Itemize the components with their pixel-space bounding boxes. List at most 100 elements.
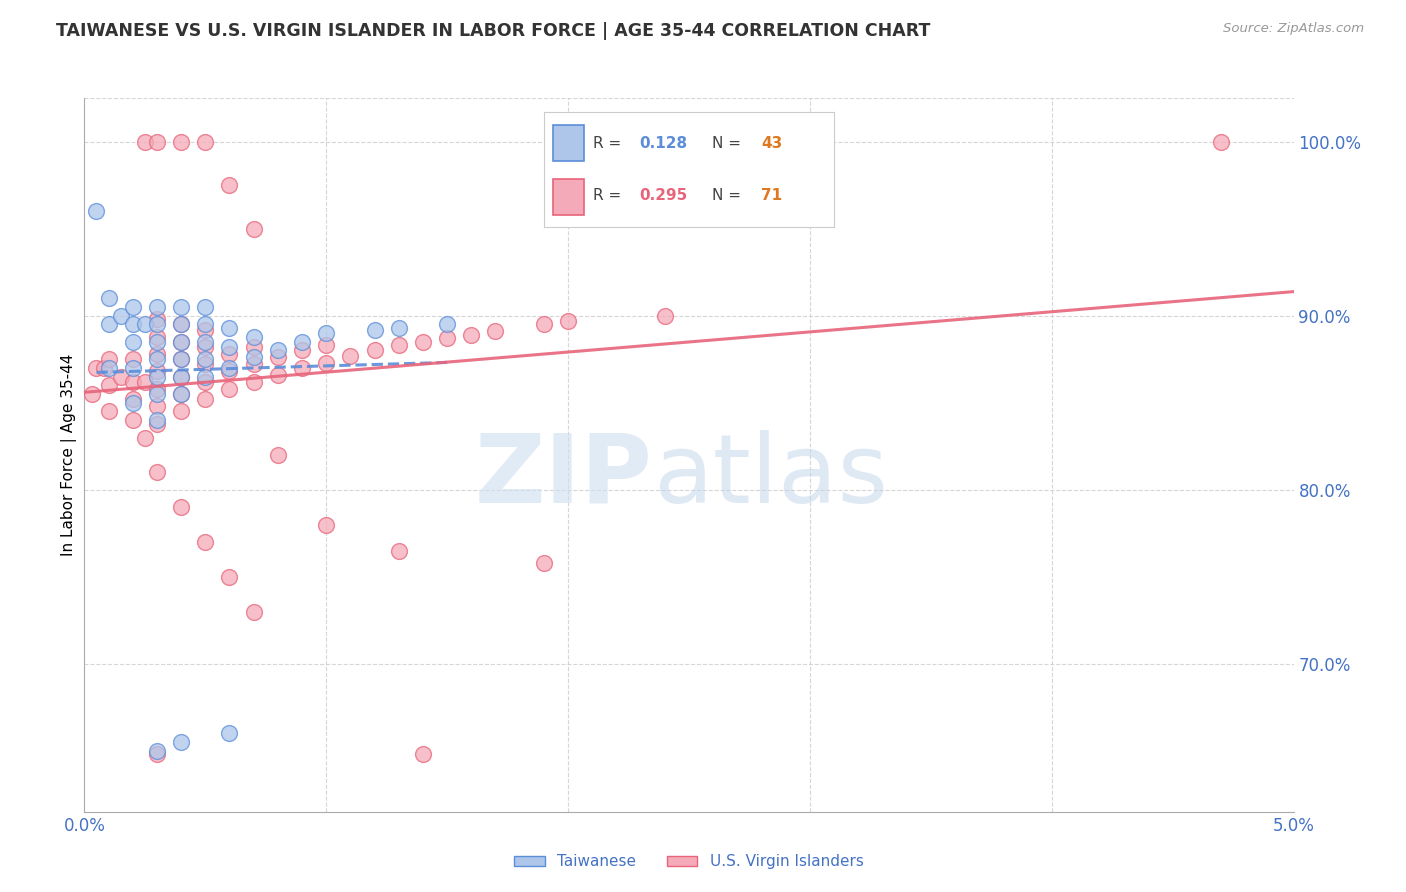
Point bbox=[146, 744, 169, 758]
Point bbox=[121, 375, 143, 389]
Point bbox=[121, 360, 143, 375]
Point bbox=[315, 356, 337, 370]
Point bbox=[97, 352, 120, 367]
Point bbox=[218, 382, 240, 396]
Point bbox=[1209, 135, 1232, 149]
Point bbox=[291, 343, 314, 358]
Point bbox=[146, 329, 169, 343]
Point bbox=[86, 360, 108, 375]
Point bbox=[218, 360, 240, 375]
Point bbox=[146, 364, 169, 378]
Point bbox=[436, 331, 458, 345]
Point bbox=[97, 404, 120, 418]
Point bbox=[218, 340, 240, 354]
Point bbox=[218, 364, 240, 378]
Point bbox=[291, 334, 314, 349]
Point bbox=[218, 347, 240, 361]
Point bbox=[412, 334, 434, 349]
Point bbox=[121, 392, 143, 407]
Point bbox=[291, 360, 314, 375]
Point bbox=[242, 605, 264, 619]
Legend: Taiwanese, U.S. Virgin Islanders: Taiwanese, U.S. Virgin Islanders bbox=[509, 848, 869, 875]
Point bbox=[436, 318, 458, 332]
Point bbox=[194, 323, 217, 337]
Point bbox=[218, 570, 240, 584]
Point bbox=[146, 334, 169, 349]
Point bbox=[146, 382, 169, 396]
Point bbox=[267, 368, 290, 382]
Text: ZIP: ZIP bbox=[475, 430, 652, 523]
Text: atlas: atlas bbox=[652, 430, 887, 523]
Point bbox=[194, 300, 217, 314]
Point bbox=[194, 318, 217, 332]
Point bbox=[388, 543, 411, 558]
Point bbox=[363, 323, 385, 337]
Point bbox=[146, 135, 169, 149]
Point bbox=[170, 735, 193, 749]
Point bbox=[194, 334, 217, 349]
Point bbox=[218, 178, 240, 193]
Point bbox=[146, 369, 169, 384]
Point bbox=[170, 387, 193, 401]
Point bbox=[134, 135, 156, 149]
Point bbox=[80, 387, 103, 401]
Point bbox=[97, 318, 120, 332]
Point bbox=[146, 466, 169, 480]
Point bbox=[339, 349, 361, 363]
Point bbox=[170, 318, 193, 332]
Point bbox=[170, 135, 193, 149]
Point bbox=[97, 360, 120, 375]
Point bbox=[170, 352, 193, 367]
Point bbox=[242, 340, 264, 354]
Point bbox=[146, 413, 169, 427]
Text: Source: ZipAtlas.com: Source: ZipAtlas.com bbox=[1223, 22, 1364, 36]
Point bbox=[557, 314, 579, 328]
Point bbox=[170, 387, 193, 401]
Point bbox=[146, 312, 169, 326]
Point bbox=[170, 318, 193, 332]
Point bbox=[267, 343, 290, 358]
Point bbox=[134, 318, 156, 332]
Point bbox=[170, 369, 193, 384]
Point bbox=[146, 399, 169, 413]
Point bbox=[194, 340, 217, 354]
Point bbox=[146, 747, 169, 762]
Point bbox=[194, 352, 217, 367]
Point bbox=[460, 327, 482, 342]
Point bbox=[267, 448, 290, 462]
Point bbox=[110, 369, 132, 384]
Point bbox=[484, 324, 506, 338]
Point bbox=[121, 413, 143, 427]
Point bbox=[194, 392, 217, 407]
Point bbox=[412, 747, 434, 762]
Point bbox=[170, 352, 193, 367]
Point bbox=[194, 135, 217, 149]
Point bbox=[121, 300, 143, 314]
Point bbox=[194, 375, 217, 389]
Point bbox=[242, 375, 264, 389]
Point bbox=[146, 347, 169, 361]
Point bbox=[86, 204, 108, 219]
Point bbox=[134, 375, 156, 389]
Point bbox=[315, 338, 337, 352]
Point bbox=[121, 318, 143, 332]
Point bbox=[121, 334, 143, 349]
Y-axis label: In Labor Force | Age 35-44: In Labor Force | Age 35-44 bbox=[62, 354, 77, 556]
Text: TAIWANESE VS U.S. VIRGIN ISLANDER IN LABOR FORCE | AGE 35-44 CORRELATION CHART: TAIWANESE VS U.S. VIRGIN ISLANDER IN LAB… bbox=[56, 22, 931, 40]
Point bbox=[170, 334, 193, 349]
Point bbox=[170, 300, 193, 314]
Point bbox=[194, 369, 217, 384]
Point bbox=[242, 329, 264, 343]
Point bbox=[218, 321, 240, 335]
Point bbox=[267, 351, 290, 365]
Point bbox=[388, 338, 411, 352]
Point bbox=[97, 378, 120, 392]
Point bbox=[194, 535, 217, 549]
Point bbox=[388, 321, 411, 335]
Point bbox=[170, 369, 193, 384]
Point bbox=[242, 221, 264, 235]
Point bbox=[242, 351, 264, 365]
Point bbox=[170, 500, 193, 515]
Point bbox=[146, 387, 169, 401]
Point bbox=[654, 309, 676, 323]
